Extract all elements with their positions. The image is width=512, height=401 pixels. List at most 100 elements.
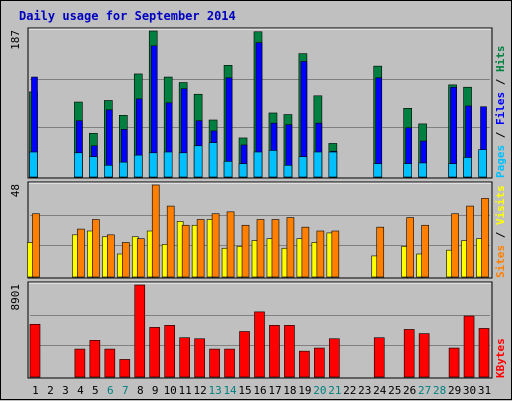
bar-pages-day-20 [313,151,323,178]
x-tick-day-1: 1 [32,384,39,397]
x-tick-day-18: 18 [283,384,296,397]
bar-kbytes-day-18 [284,325,295,378]
bar-visits-day-1 [32,213,40,278]
panel-top: 187 Pages / Files / Hits [9,27,507,179]
x-tick-day-15: 15 [238,384,251,397]
x-tick-day-12: 12 [194,384,207,397]
x-tick-day-19: 19 [298,384,311,397]
panel-bottom-legend: KBytes [494,338,507,378]
x-tick-day-6: 6 [107,384,114,397]
bar-visits-day-21 [331,230,340,278]
x-tick-day-16: 16 [253,384,266,397]
bar-kbytes-day-15 [239,331,250,378]
panel-middle: 48 Sites / Visits [9,181,507,279]
bar-kbytes-day-24 [373,337,385,378]
bar-kbytes-day-29 [448,347,460,378]
bar-kbytes-day-4 [74,348,86,378]
bar-pages-day-6 [104,164,113,178]
bar-visits-day-10 [166,205,175,278]
bar-visits-day-18 [286,217,295,278]
bar-kbytes-day-11 [179,337,190,378]
chart-title: Daily usage for September 2014 [19,9,236,23]
bar-pages-day-31 [478,149,487,178]
bar-pages-day-30 [463,157,472,178]
bar-visits-day-4 [77,228,85,278]
x-tick-day-26: 26 [403,384,416,397]
legend-visits: Visits [494,185,507,225]
bar-visits-day-9 [151,184,160,278]
bar-kbytes-day-13 [209,348,220,378]
bar-visits-day-13 [211,213,220,278]
bar-pages-day-4 [74,152,83,178]
x-tick-day-25: 25 [388,384,401,397]
x-tick-day-29: 29 [448,384,461,397]
x-tick-day-22: 22 [343,384,356,397]
bar-pages-day-15 [238,163,248,178]
x-axis-day-labels: 1 2 3 4 5 6 7 8 9 10 11 12 13 14 15 16 17 18 19 20 21 22 23 24 2… [32,384,491,397]
bar-kbytes-day-31 [478,328,490,378]
bar-visits-day-24 [376,226,385,278]
bar-visits-day-12 [196,219,205,278]
bar-kbytes-day-17 [269,325,280,378]
bar-pages-day-12 [193,145,203,178]
bar-kbytes-day-19 [299,350,310,378]
bar-kbytes-day-27 [418,333,430,378]
bar-pages-day-29 [448,163,457,178]
bar-kbytes-day-21 [329,338,340,378]
bar-pages-day-21 [328,151,338,178]
bar-pages-day-18 [283,164,293,178]
panel-bottom-max-label: 8901 [9,284,22,311]
chart-panels: 187 Pages / Files / Hits 48 Sites / Visits 8… [9,27,507,379]
x-tick-day-13: 13 [208,384,221,397]
bar-visits-day-19 [301,226,310,278]
bar-visits-day-26 [406,217,414,278]
bar-pages-day-16 [253,151,263,178]
bar-pages-day-14 [223,161,233,178]
bar-visits-day-11 [181,224,190,278]
x-tick-day-7: 7 [122,384,129,397]
legend-pages: Pages [494,145,507,178]
x-tick-day-3: 3 [62,384,69,397]
bar-kbytes-day-6 [104,348,116,378]
bar-pages-day-19 [298,156,308,178]
bar-pages-day-17 [268,150,278,178]
bar-kbytes-day-26 [403,329,415,378]
bar-visits-day-8 [136,238,145,278]
legend-sites: Sites [494,245,507,278]
bar-visits-day-7 [121,242,130,278]
x-tick-day-8: 8 [137,384,144,397]
bar-kbytes-day-7 [119,359,131,378]
bar-pages-day-5 [89,156,98,178]
bar-visits-day-15 [241,224,250,278]
bar-pages-day-24 [373,163,383,178]
bar-kbytes-day-1 [29,323,41,378]
legend-files: Files [494,92,507,125]
bar-kbytes-day-8 [134,284,146,378]
panel-top-legend: Pages / Files / Hits [494,46,507,179]
bar-visits-day-17 [271,219,280,278]
panel-bottom: 8901 KBytes [9,281,507,379]
x-tick-day-23: 23 [358,384,371,397]
bar-pages-day-10 [163,151,173,178]
x-tick-day-14: 14 [223,384,237,397]
x-tick-day-17: 17 [268,384,281,397]
legend-hits: Hits [494,46,507,73]
x-tick-day-21: 21 [328,384,341,397]
bar-pages-day-1 [29,151,38,178]
bar-pages-day-7 [118,161,128,178]
bar-visits-day-29 [451,213,459,278]
panel-middle-legend: Sites / Visits [494,185,507,278]
x-tick-day-28: 28 [433,384,446,397]
x-tick-day-24: 24 [373,384,387,397]
bar-kbytes-day-9 [149,327,161,378]
legend-kbytes: KBytes [494,338,507,378]
x-tick-day-31: 31 [478,384,491,397]
x-tick-day-20: 20 [313,384,326,397]
bar-pages-day-13 [208,142,218,178]
bar-visits-day-16 [256,219,265,278]
x-tick-day-10: 10 [164,384,177,397]
bar-files-day-24 [375,77,383,178]
bar-visits-day-5 [92,219,100,278]
bar-pages-day-11 [178,152,188,178]
